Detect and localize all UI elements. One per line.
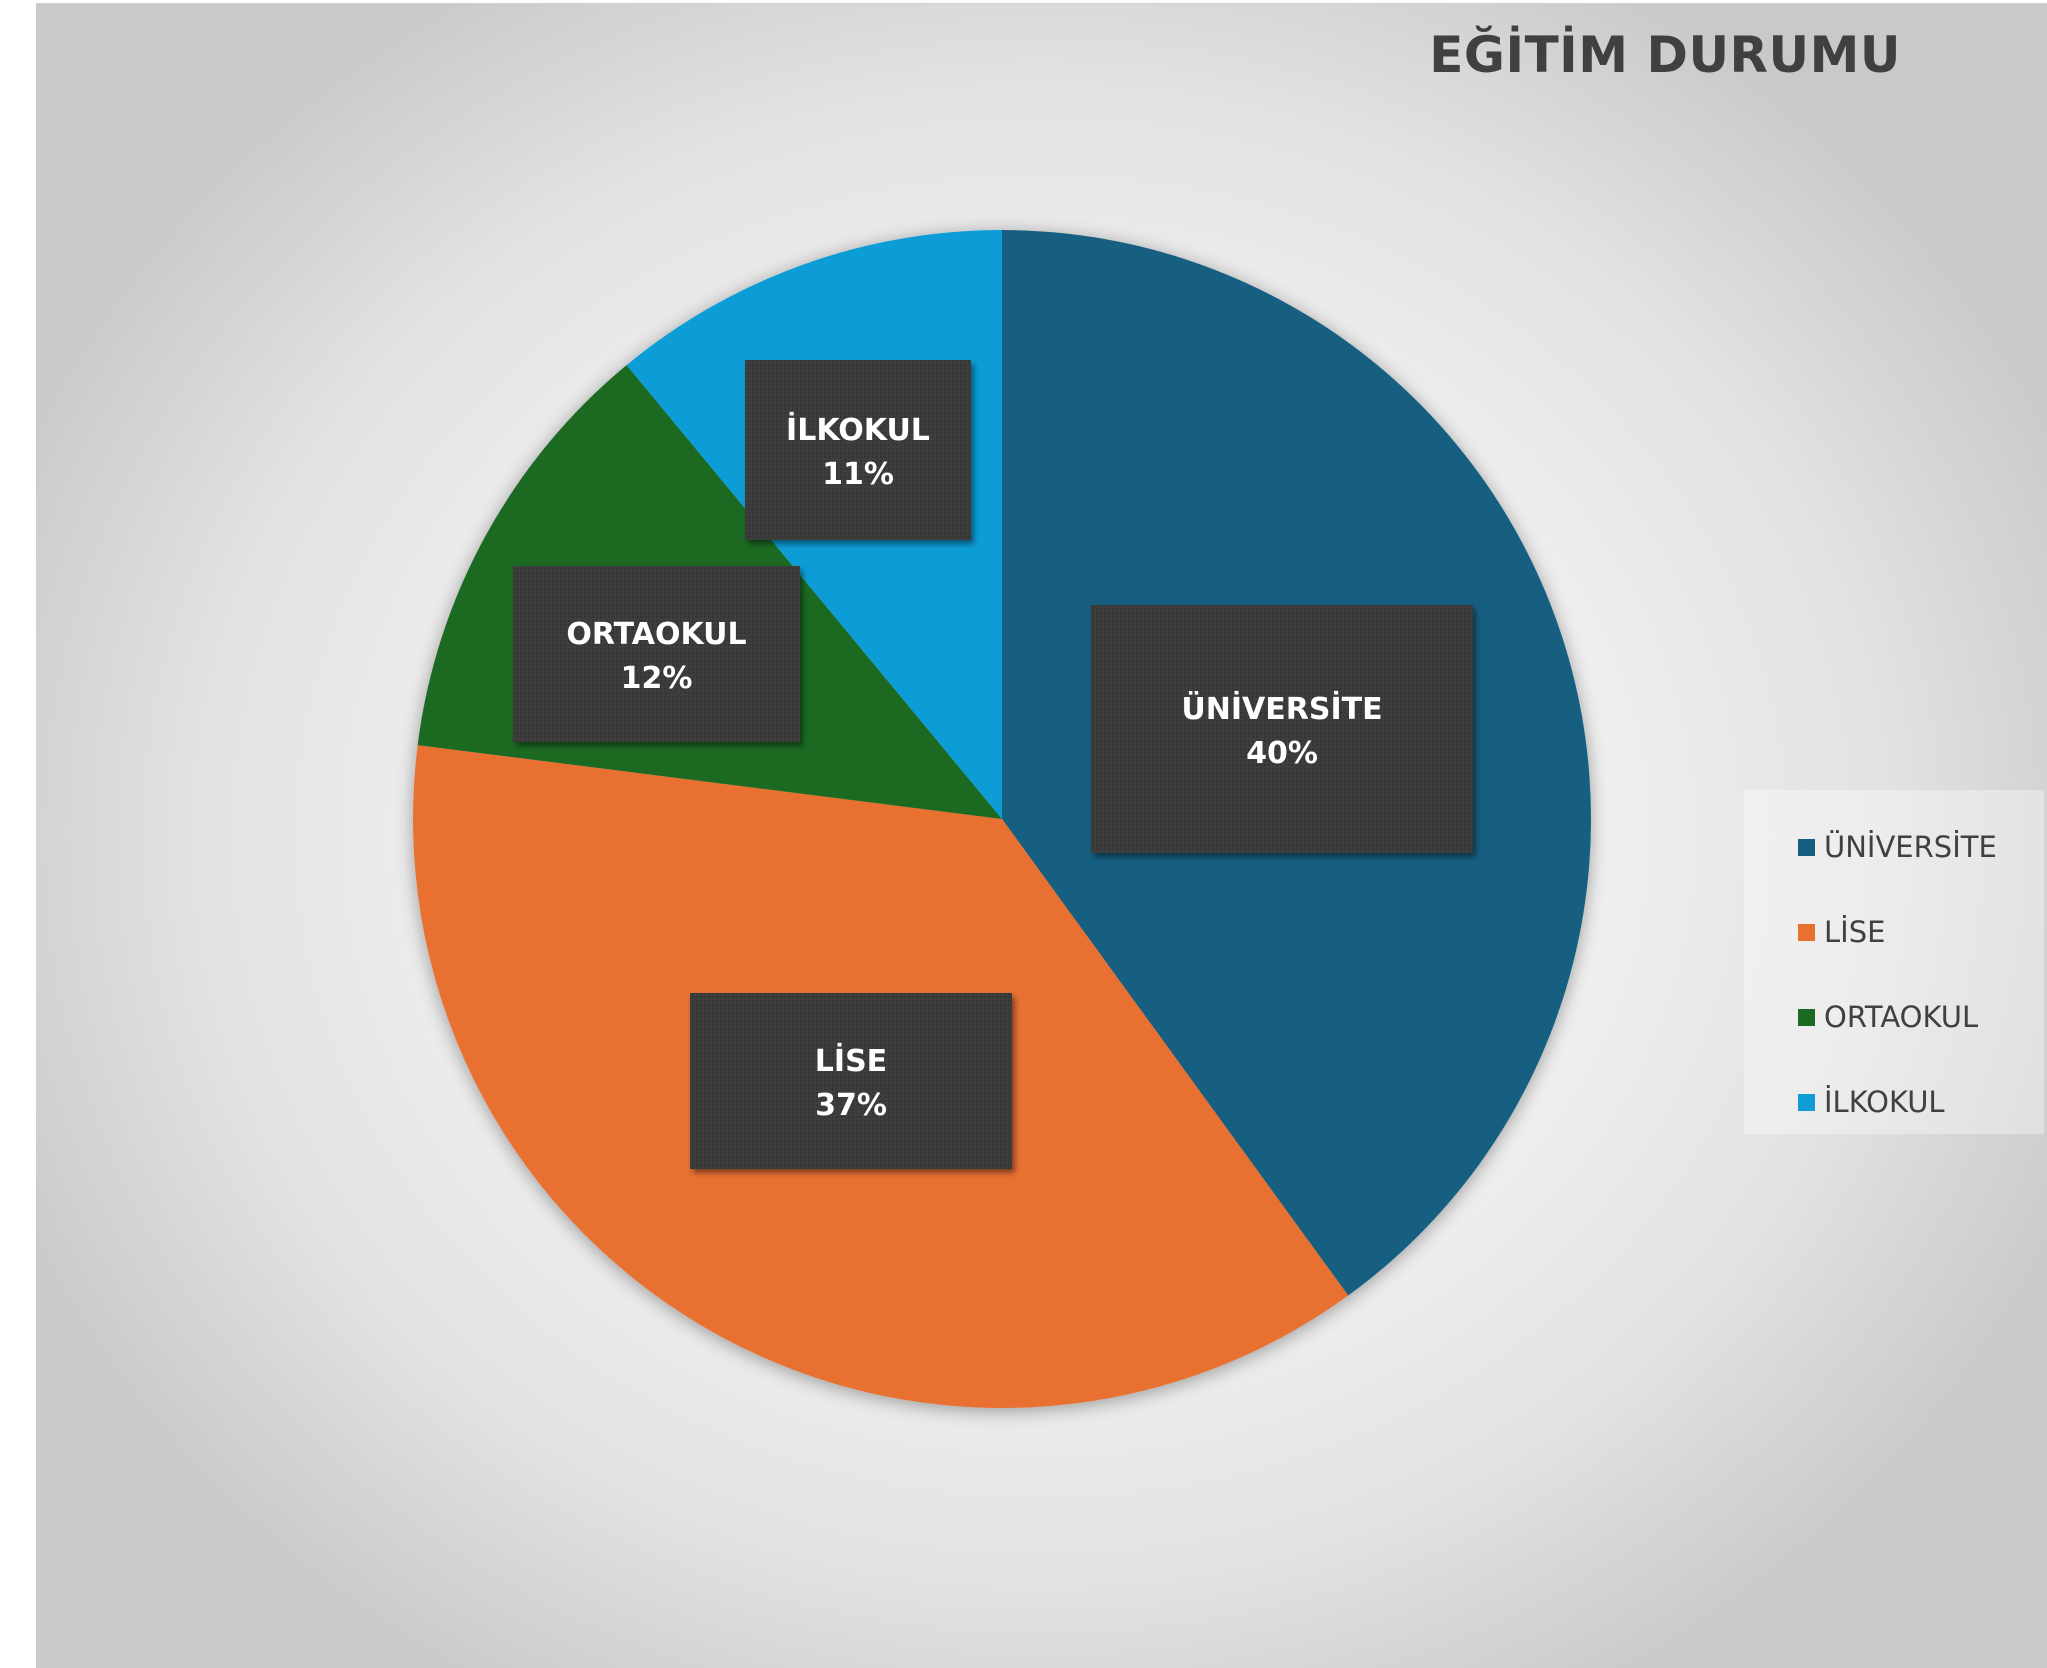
- legend-label: ÜNİVERSİTE: [1824, 830, 1997, 864]
- data-label-box: [1091, 605, 1473, 853]
- legend-item-ortaokul: ORTAOKUL: [1798, 1000, 1978, 1034]
- data-label-box: [745, 360, 971, 540]
- chart-legend: ÜNİVERSİTE LİSE ORTAOKUL İLKOKUL: [1744, 790, 2044, 1134]
- data-label-category: ORTAOKUL: [566, 617, 746, 652]
- legend-item-ilkokul: İLKOKUL: [1798, 1085, 1945, 1119]
- legend-label: LİSE: [1824, 915, 1886, 949]
- legend-swatch: [1798, 1093, 1815, 1111]
- data-label-box: [690, 993, 1012, 1169]
- legend-label: ORTAOKUL: [1824, 1000, 1979, 1034]
- data-label-ilkokul: İLKOKUL 11%: [745, 360, 971, 540]
- data-label-percent: 11%: [822, 457, 894, 492]
- chart-title: EĞİTİM DURUMU: [1429, 26, 1901, 84]
- legend-item-lise: LİSE: [1798, 915, 1885, 949]
- data-label-box: [513, 566, 800, 742]
- data-label-ortaokul: ORTAOKUL 12%: [513, 566, 800, 742]
- data-label-percent: 12%: [621, 661, 693, 696]
- data-label-category: ÜNİVERSİTE: [1181, 690, 1382, 727]
- legend-swatch: [1798, 923, 1815, 941]
- data-label-percent: 37%: [815, 1088, 887, 1123]
- data-label-category: LİSE: [815, 1043, 887, 1079]
- legend-label: İLKOKUL: [1824, 1085, 1945, 1119]
- legend-swatch: [1798, 1008, 1815, 1026]
- data-label-percent: 40%: [1246, 736, 1318, 771]
- data-label-lise: LİSE 37%: [690, 993, 1012, 1169]
- legend-swatch: [1798, 838, 1815, 856]
- data-label-universite: ÜNİVERSİTE 40%: [1091, 605, 1473, 853]
- legend-item-universite: ÜNİVERSİTE: [1798, 830, 1997, 864]
- data-label-category: İLKOKUL: [786, 412, 930, 448]
